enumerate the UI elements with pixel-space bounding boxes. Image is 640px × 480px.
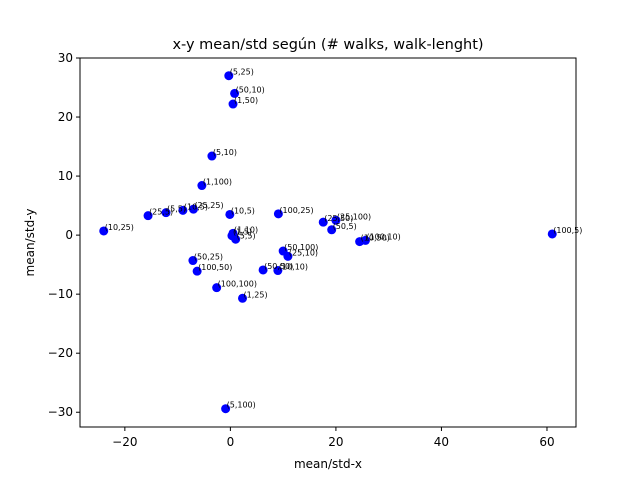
point-label: (10,5): [184, 202, 208, 211]
x-tick-label: 60: [539, 435, 554, 449]
point-label: (1,25): [244, 290, 268, 299]
y-tick-label: −30: [48, 405, 73, 419]
point-label: (5,100): [227, 401, 256, 410]
ticks-layer: −20 0 20 40 60 −30 −20 −10 0 10 20 30: [48, 51, 555, 449]
data-point: [230, 88, 240, 98]
points-layer: [99, 71, 557, 414]
data-point: [547, 229, 557, 239]
data-point: [283, 251, 293, 261]
point-label: (10,5): [231, 206, 255, 215]
data-point: [327, 225, 337, 235]
point-label: (25,100): [337, 212, 371, 221]
point-label: (5,5): [167, 205, 186, 214]
data-point: [188, 256, 198, 266]
point-label: (50,50): [264, 262, 293, 271]
data-point: [212, 283, 222, 293]
data-point: [225, 209, 235, 219]
point-label: (50,5): [333, 222, 357, 231]
point-label: (1,100): [203, 178, 232, 187]
point-label: (10,50): [361, 234, 390, 243]
y-tick-label: 30: [58, 51, 73, 65]
point-label: (25,25): [194, 201, 223, 210]
chart-title: x-y mean/std según (# walks, walk-lenght…: [172, 37, 483, 53]
point-label: (100,50): [198, 263, 232, 272]
point-label: (5,25): [230, 68, 254, 77]
data-point: [161, 208, 171, 218]
data-point: [224, 71, 234, 81]
point-label: (5,10): [213, 148, 237, 157]
data-point: [360, 235, 370, 245]
y-tick-label: 0: [65, 228, 73, 242]
point-label: (1,50): [234, 96, 258, 105]
data-point: [192, 266, 202, 276]
point-label: (25,5): [149, 208, 173, 217]
x-tick-label: −20: [112, 435, 137, 449]
point-label: (100,5): [553, 226, 582, 235]
point-label: (100,25): [279, 206, 313, 215]
point-labels-layer: (5,25) (50,10) (1,50) (5,10) (1,100) (10,25) (…: [105, 68, 583, 410]
data-point: [221, 404, 231, 414]
x-tick-label: 20: [328, 435, 343, 449]
point-label: (1,5): [233, 228, 252, 237]
data-point: [331, 215, 341, 225]
y-tick-label: −20: [48, 346, 73, 360]
point-label: (25,50): [324, 214, 353, 223]
data-point: [99, 226, 109, 236]
data-point: [273, 209, 283, 219]
data-point: [318, 217, 328, 227]
y-tick-label: −10: [48, 287, 73, 301]
data-point: [188, 204, 198, 214]
x-tick-label: 0: [227, 435, 235, 449]
point-label: (5,5): [237, 231, 256, 240]
data-point: [143, 211, 153, 221]
data-point: [258, 265, 268, 275]
data-point: [231, 234, 241, 244]
point-label: (25,10): [289, 248, 318, 257]
point-label: (50,10): [236, 85, 265, 94]
point-label: (100,10): [366, 232, 400, 241]
plot-frame: [79, 57, 577, 428]
point-label: (50,25): [194, 253, 223, 262]
x-axis-label: mean/std-x: [294, 457, 362, 471]
data-point: [273, 266, 283, 276]
point-label: (10,10): [279, 263, 308, 272]
data-point: [238, 293, 248, 303]
y-tick-label: 20: [58, 110, 73, 124]
y-tick-label: 10: [58, 169, 73, 183]
y-axis-label: mean/std-y: [23, 209, 37, 277]
point-label: (1,10): [234, 225, 258, 234]
data-point: [197, 181, 207, 191]
point-label: (50,100): [284, 243, 318, 252]
data-point: [178, 205, 188, 215]
point-label: (10,25): [105, 223, 134, 232]
point-label: (100,100): [218, 280, 257, 289]
data-point: [207, 151, 217, 161]
data-point: [228, 99, 238, 109]
x-tick-label: 40: [434, 435, 449, 449]
